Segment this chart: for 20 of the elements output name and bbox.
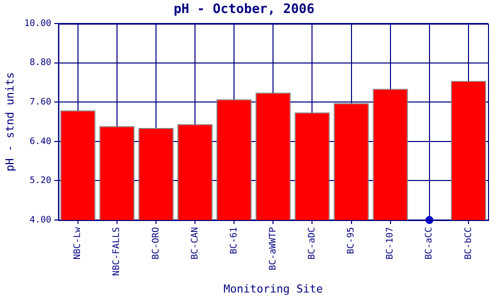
x-tick-label: BC-107 xyxy=(386,227,396,260)
y-tick-label: 10.00 xyxy=(24,18,52,29)
x-tick-label: NBC-FALLS xyxy=(112,227,122,276)
y-tick-label: 7.60 xyxy=(30,98,52,108)
x-tick-label: BC-ORO xyxy=(151,227,162,260)
y-axis-title: pH - stnd units xyxy=(3,72,16,172)
x-axis-title: Monitoring Site xyxy=(223,282,323,296)
y-tick-label: 4.00 xyxy=(30,215,52,226)
x-tick-label: BC-aDC xyxy=(308,227,318,260)
x-tick-label: BC-95 xyxy=(346,227,357,254)
x-tick-label: BC-aCC xyxy=(424,227,435,260)
chart-title: pH - October, 2006 xyxy=(174,2,315,18)
y-tick-label: 6.40 xyxy=(30,136,52,147)
x-tick-label: BC-aWWTP xyxy=(268,226,278,270)
x-tick-label: BC-bCC xyxy=(464,227,474,260)
y-tick-label: 5.20 xyxy=(30,176,52,186)
x-tick-label: NBC-Lw xyxy=(73,226,84,260)
x-tick-label: BC-CAN xyxy=(190,227,200,260)
y-tick-label: 8.80 xyxy=(30,58,52,68)
x-tick-label: BC-61 xyxy=(229,227,240,254)
